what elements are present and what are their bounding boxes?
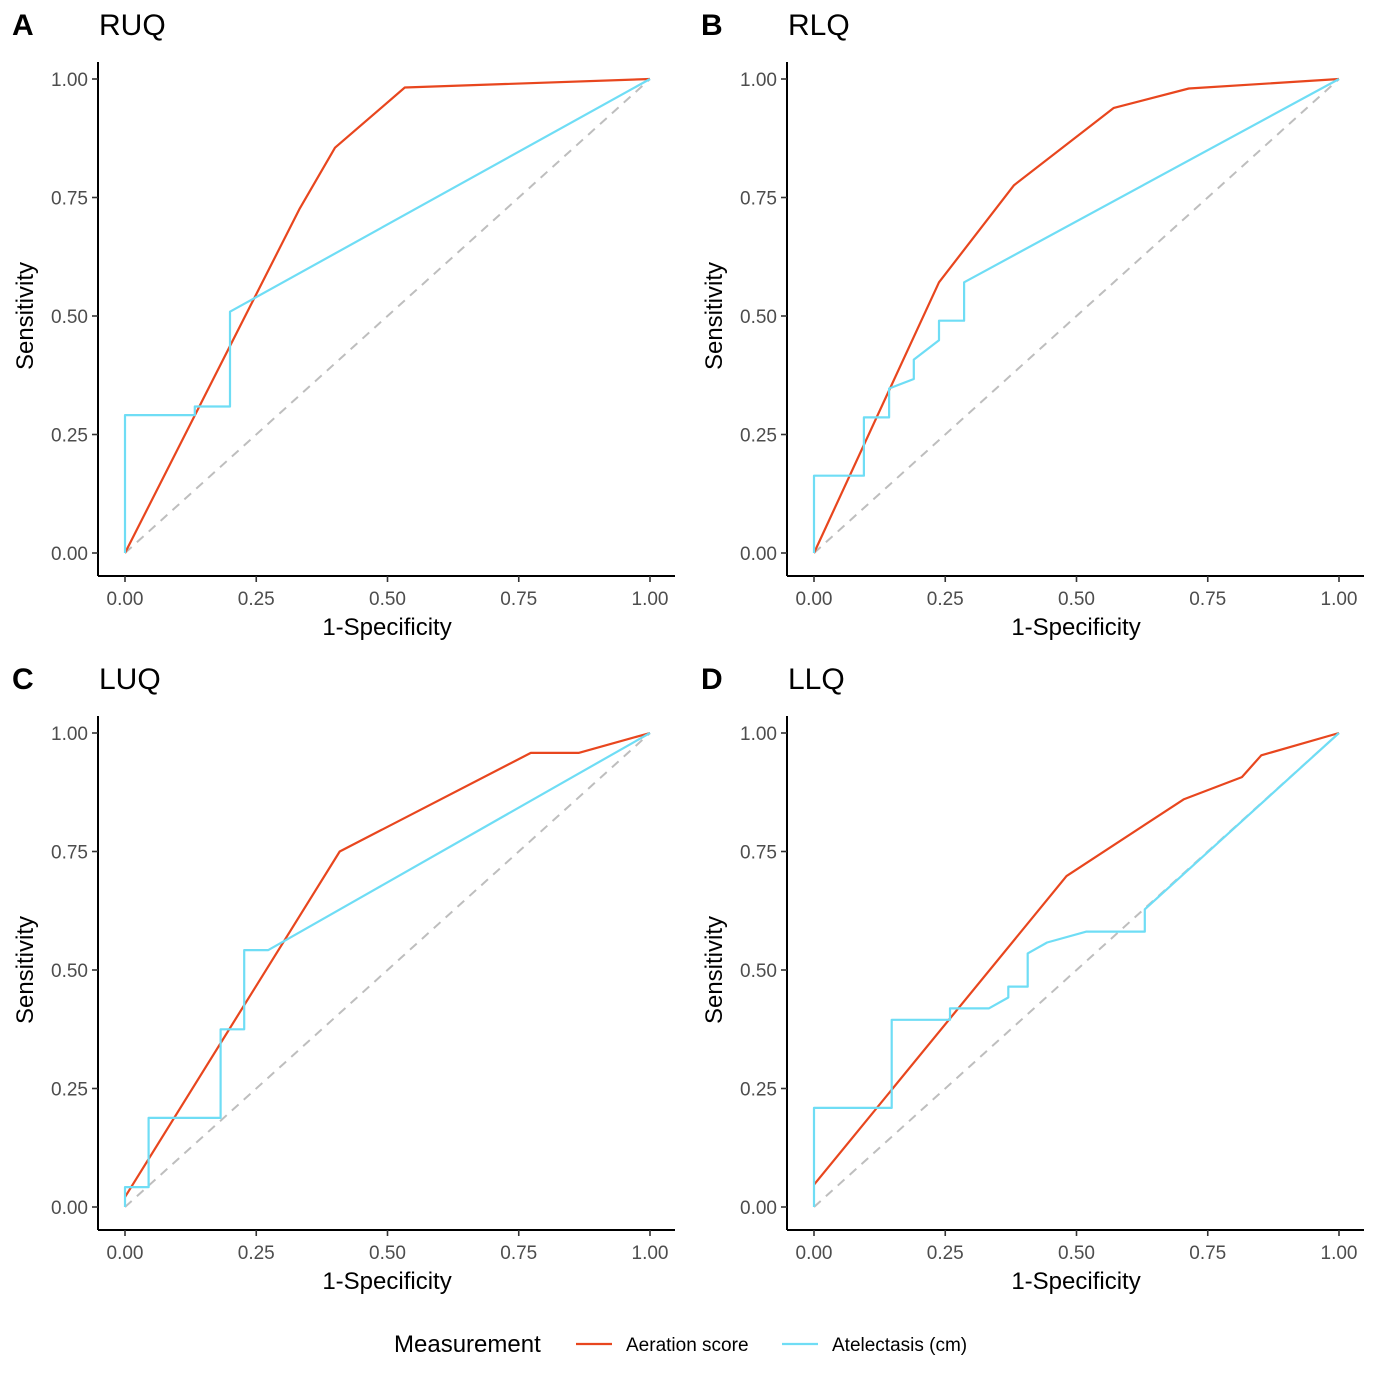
series-line-aeration (813, 77, 1340, 554)
panel-letter: C (12, 663, 34, 696)
y-tick-label: 0.50 (740, 961, 777, 982)
y-tick-label: 0.25 (740, 1080, 777, 1101)
reference-diagonal (813, 732, 1340, 1208)
series-line-atelectasis (123, 78, 651, 553)
y-axis-title: Sensitivity (12, 916, 39, 1024)
x-tick-label: 0.75 (1189, 589, 1226, 610)
y-tick-label: 0.50 (740, 307, 777, 328)
reference-diagonal (124, 732, 651, 1208)
panel-letter: B (701, 9, 723, 42)
y-tick-label: 0.75 (740, 843, 777, 864)
x-tick-label: 0.75 (500, 589, 537, 610)
y-tick-label: 0.00 (740, 1198, 777, 1219)
y-tick-label: 0.25 (51, 426, 88, 447)
y-tick-label: 0.25 (740, 426, 777, 447)
y-tick-label: 0.75 (51, 189, 88, 210)
panel-letter: A (12, 9, 34, 42)
x-tick-label: 0.00 (796, 589, 833, 610)
x-axis-title: 1-Specificity (1011, 1268, 1140, 1295)
x-tick-label: 1.00 (1321, 589, 1358, 610)
y-tick-label: 0.25 (51, 1080, 88, 1101)
x-tick-label: 1.00 (632, 589, 669, 610)
reference-diagonal (813, 78, 1340, 554)
y-tick-label: 1.00 (51, 724, 88, 745)
y-axis-title: Sensitivity (701, 262, 728, 370)
y-tick-label: 0.00 (740, 544, 777, 565)
y-tick-label: 0.75 (740, 189, 777, 210)
x-tick-label: 1.00 (632, 1243, 669, 1264)
panel-letter: D (701, 663, 723, 696)
y-tick-label: 0.50 (51, 961, 88, 982)
x-tick-label: 0.50 (1058, 589, 1095, 610)
x-tick-label: 0.00 (796, 1243, 833, 1264)
panel-title: LUQ (99, 663, 161, 696)
series-line-aeration (813, 731, 1340, 1186)
panel-title: RLQ (788, 9, 850, 42)
legend-label-aeration: Aeration score (626, 1335, 749, 1356)
series-line-atelectasis (123, 732, 651, 1207)
y-tick-label: 0.00 (51, 544, 88, 565)
x-tick-label: 0.75 (1189, 1243, 1226, 1264)
series-line-atelectasis (812, 78, 1340, 553)
y-tick-label: 0.75 (51, 843, 88, 864)
x-tick-label: 0.50 (1058, 1243, 1095, 1264)
series-line-atelectasis (812, 732, 1340, 1207)
x-tick-label: 0.25 (927, 589, 964, 610)
panel-luq: C LUQ 0.00 0.25 0.50 0.75 1.00 0.00 0.25 0.50 0.75… (12, 663, 675, 1295)
reference-diagonal (124, 78, 651, 554)
x-tick-label: 0.00 (107, 589, 144, 610)
x-tick-label: 0.75 (500, 1243, 537, 1264)
panel-ruq: A RUQ 0.00 0.25 0.50 0.75 1.00 0.00 0.25 0.50 0.75… (12, 9, 675, 641)
x-tick-label: 1.00 (1321, 1243, 1358, 1264)
y-axis-title: Sensitivity (12, 262, 39, 370)
x-tick-label: 0.00 (107, 1243, 144, 1264)
y-tick-label: 0.50 (51, 307, 88, 328)
panel-llq: D LLQ 0.00 0.25 0.50 0.75 1.00 0.00 0.25 0.50 0.75… (701, 663, 1364, 1295)
y-axis-title: Sensitivity (701, 916, 728, 1024)
y-tick-label: 1.00 (740, 70, 777, 91)
x-tick-label: 0.50 (369, 1243, 406, 1264)
x-axis-title: 1-Specificity (322, 1268, 451, 1295)
x-axis-title: 1-Specificity (1011, 614, 1140, 641)
panel-rlq: B RLQ 0.00 0.25 0.50 0.75 1.00 0.00 0.25 0.50 0.75… (701, 9, 1364, 641)
panel-title: RUQ (99, 9, 166, 42)
series-line-aeration (124, 731, 651, 1198)
x-tick-label: 0.25 (927, 1243, 964, 1264)
legend: Measurement Aeration score Atelectasis (… (394, 1331, 967, 1358)
x-tick-label: 0.25 (238, 589, 275, 610)
x-tick-label: 0.25 (238, 1243, 275, 1264)
series-line-aeration (124, 77, 651, 554)
x-tick-label: 0.50 (369, 589, 406, 610)
panels: A RUQ 0.00 0.25 0.50 0.75 1.00 0.00 0.25 0.50 0.75… (12, 9, 1364, 1295)
y-tick-label: 1.00 (51, 70, 88, 91)
panel-title: LLQ (788, 663, 845, 696)
x-axis-title: 1-Specificity (322, 614, 451, 641)
legend-label-atelectasis: Atelectasis (cm) (832, 1335, 967, 1356)
legend-title: Measurement (394, 1331, 541, 1358)
y-tick-label: 0.00 (51, 1198, 88, 1219)
y-tick-label: 1.00 (740, 724, 777, 745)
